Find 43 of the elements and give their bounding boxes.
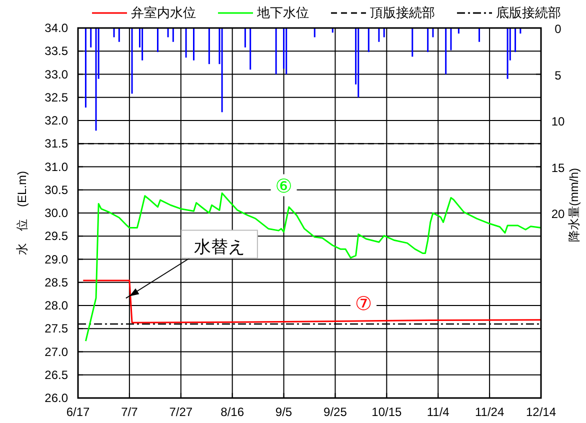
x-tick-label: 9/5 — [275, 405, 292, 419]
y2-tick-label: 5 — [554, 68, 562, 82]
y2-tick-label: 20 — [551, 207, 565, 221]
y-tick-label: 27.5 — [44, 322, 68, 336]
y-tick-label: 32.0 — [44, 114, 68, 128]
y-tick-label: 28.0 — [44, 298, 68, 312]
legend-label: 底版接続部 — [496, 5, 561, 20]
y-tick-label: 28.5 — [44, 275, 68, 290]
y2-tick-label: 10 — [551, 114, 565, 128]
y-tick-label: 31.5 — [44, 136, 68, 151]
line-series — [82, 280, 542, 324]
y-tick-label: 29.5 — [44, 229, 68, 244]
y2-axis-title: 降水量(mm/h) — [567, 168, 581, 242]
x-tick-label: 11/4 — [426, 405, 450, 419]
annotation: 水替え — [194, 237, 245, 256]
y-tick-label: 29.0 — [44, 252, 68, 266]
y2-tick-label: 0 — [554, 22, 562, 36]
y-tick-label: 27.0 — [44, 344, 68, 359]
y-axis-title: 水 位 (EL.m) — [15, 170, 29, 255]
y-tick-label: 31.0 — [44, 160, 68, 174]
line-series — [84, 192, 542, 342]
x-tick-label: 7/27 — [169, 405, 193, 419]
legend-label: 頂版接続部 — [370, 5, 435, 20]
x-tick-label: 7/7 — [121, 405, 138, 419]
x-tick-label: 10/15 — [372, 405, 402, 419]
y-tick-label: 26.0 — [44, 391, 68, 405]
y-tick-label: 32.5 — [44, 90, 68, 104]
y-tick-label: 33.5 — [44, 44, 68, 58]
y2-tick-label: 15 — [551, 160, 565, 175]
y-tick-label: 30.0 — [44, 206, 68, 220]
x-tick-label: 9/25 — [324, 405, 348, 419]
x-tick-label: 12/14 — [526, 405, 556, 419]
legend-label: 弁室内水位 — [131, 5, 196, 20]
y-tick-label: 30.5 — [44, 182, 68, 197]
x-tick-label: 8/16 — [220, 405, 244, 419]
legend-label: 地下水位 — [256, 5, 309, 20]
y-tick-label: 34.0 — [44, 21, 68, 35]
x-tick-label: 11/24 — [474, 405, 504, 419]
annotation: ⑦ — [354, 294, 372, 316]
y-tick-label: 33.0 — [44, 67, 68, 82]
annotation: ⑥ — [275, 176, 292, 198]
x-tick-label: 6/17 — [66, 405, 90, 419]
y-tick-label: 26.5 — [44, 368, 68, 382]
